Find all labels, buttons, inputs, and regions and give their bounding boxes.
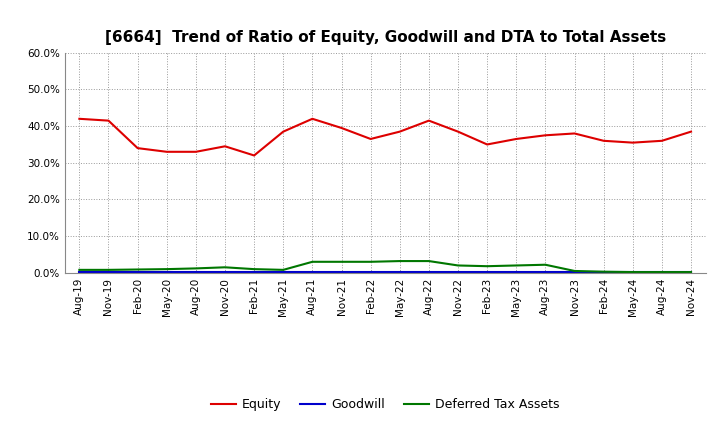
Equity — [220, 143, 229, 149]
Goodwill — [395, 269, 404, 275]
Goodwill — [570, 269, 579, 275]
Equity — [483, 142, 492, 147]
Equity — [512, 136, 521, 142]
Goodwill — [337, 269, 346, 275]
Equity — [599, 138, 608, 143]
Goodwill — [629, 269, 637, 275]
Goodwill — [425, 269, 433, 275]
Deferred Tax Assets — [570, 268, 579, 274]
Equity — [133, 146, 142, 151]
Equity — [454, 129, 462, 134]
Equity — [308, 116, 317, 121]
Deferred Tax Assets — [366, 259, 375, 264]
Goodwill — [541, 269, 550, 275]
Equity — [75, 116, 84, 121]
Deferred Tax Assets — [687, 269, 696, 275]
Deferred Tax Assets — [483, 264, 492, 269]
Equity — [687, 129, 696, 134]
Deferred Tax Assets — [657, 269, 666, 275]
Deferred Tax Assets — [163, 267, 171, 272]
Goodwill — [687, 269, 696, 275]
Goodwill — [104, 269, 113, 275]
Goodwill — [163, 269, 171, 275]
Goodwill — [657, 269, 666, 275]
Line: Equity: Equity — [79, 119, 691, 155]
Goodwill — [75, 269, 84, 275]
Deferred Tax Assets — [250, 267, 258, 272]
Equity — [337, 125, 346, 131]
Deferred Tax Assets — [512, 263, 521, 268]
Deferred Tax Assets — [75, 267, 84, 272]
Goodwill — [366, 269, 375, 275]
Goodwill — [308, 269, 317, 275]
Deferred Tax Assets — [104, 267, 113, 272]
Equity — [279, 129, 287, 134]
Equity — [250, 153, 258, 158]
Goodwill — [279, 269, 287, 275]
Goodwill — [512, 269, 521, 275]
Equity — [104, 118, 113, 123]
Legend: Equity, Goodwill, Deferred Tax Assets: Equity, Goodwill, Deferred Tax Assets — [206, 393, 564, 416]
Deferred Tax Assets — [425, 258, 433, 264]
Deferred Tax Assets — [454, 263, 462, 268]
Equity — [541, 132, 550, 138]
Deferred Tax Assets — [599, 269, 608, 275]
Goodwill — [133, 269, 142, 275]
Goodwill — [250, 269, 258, 275]
Deferred Tax Assets — [308, 259, 317, 264]
Deferred Tax Assets — [541, 262, 550, 268]
Equity — [425, 118, 433, 123]
Deferred Tax Assets — [133, 267, 142, 272]
Deferred Tax Assets — [220, 264, 229, 270]
Equity — [395, 129, 404, 134]
Equity — [192, 149, 200, 154]
Equity — [366, 136, 375, 142]
Title: [6664]  Trend of Ratio of Equity, Goodwill and DTA to Total Assets: [6664] Trend of Ratio of Equity, Goodwil… — [104, 29, 666, 45]
Goodwill — [220, 269, 229, 275]
Goodwill — [192, 269, 200, 275]
Deferred Tax Assets — [629, 269, 637, 275]
Goodwill — [483, 269, 492, 275]
Equity — [657, 138, 666, 143]
Deferred Tax Assets — [337, 259, 346, 264]
Line: Deferred Tax Assets: Deferred Tax Assets — [79, 261, 691, 272]
Equity — [570, 131, 579, 136]
Deferred Tax Assets — [279, 267, 287, 272]
Goodwill — [454, 269, 462, 275]
Deferred Tax Assets — [395, 258, 404, 264]
Goodwill — [599, 269, 608, 275]
Deferred Tax Assets — [192, 266, 200, 271]
Equity — [629, 140, 637, 145]
Equity — [163, 149, 171, 154]
